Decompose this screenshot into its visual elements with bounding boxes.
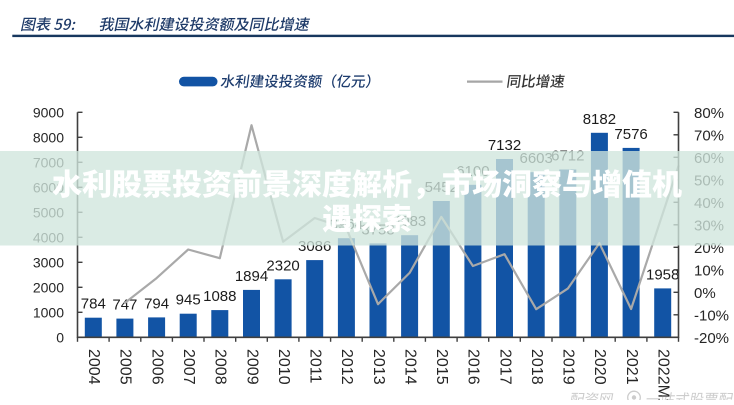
svg-text:2012: 2012 — [338, 349, 355, 385]
svg-text:2021: 2021 — [623, 349, 640, 385]
svg-text:945: 945 — [176, 292, 201, 309]
svg-text:1088: 1088 — [203, 288, 236, 305]
svg-text:0: 0 — [56, 329, 64, 345]
svg-text:2006: 2006 — [148, 349, 165, 385]
svg-text:2009: 2009 — [243, 349, 260, 385]
svg-text:80%: 80% — [694, 105, 724, 122]
svg-text:0%: 0% — [694, 285, 716, 302]
svg-text:2000: 2000 — [33, 279, 64, 295]
svg-text:9000: 9000 — [33, 104, 64, 120]
svg-text:2320: 2320 — [266, 257, 299, 274]
svg-text:70%: 70% — [694, 127, 724, 144]
svg-text:2018: 2018 — [528, 349, 545, 385]
svg-text:-10%: -10% — [694, 307, 729, 324]
svg-text:784: 784 — [81, 296, 106, 313]
svg-text:2007: 2007 — [180, 349, 197, 385]
svg-text:1894: 1894 — [235, 268, 268, 285]
svg-text:-20%: -20% — [694, 330, 729, 347]
svg-text:2015: 2015 — [433, 349, 450, 385]
svg-text:7576: 7576 — [614, 126, 647, 143]
svg-text:7132: 7132 — [488, 137, 521, 154]
svg-text:2011: 2011 — [307, 349, 324, 384]
svg-text:2013: 2013 — [370, 349, 387, 385]
svg-text:2014: 2014 — [401, 349, 418, 385]
svg-text:2016: 2016 — [465, 349, 482, 385]
svg-text:2010: 2010 — [275, 349, 292, 385]
svg-text:8182: 8182 — [583, 111, 616, 128]
svg-text:2005: 2005 — [117, 349, 134, 385]
svg-text:2004: 2004 — [85, 349, 102, 385]
svg-text:2017: 2017 — [496, 349, 513, 385]
svg-text:2008: 2008 — [212, 349, 229, 385]
svg-text:8000: 8000 — [33, 129, 64, 145]
svg-text:3000: 3000 — [33, 254, 64, 270]
svg-text:1000: 1000 — [33, 304, 64, 320]
svg-text:2020: 2020 — [591, 349, 608, 385]
svg-text:794: 794 — [144, 295, 169, 312]
svg-text:10%: 10% — [694, 262, 724, 279]
svg-text:747: 747 — [112, 297, 137, 314]
svg-text:2022M1-8: 2022M1-8 — [655, 349, 672, 400]
svg-text:1958: 1958 — [646, 266, 679, 283]
svg-text:2019: 2019 — [560, 349, 577, 385]
